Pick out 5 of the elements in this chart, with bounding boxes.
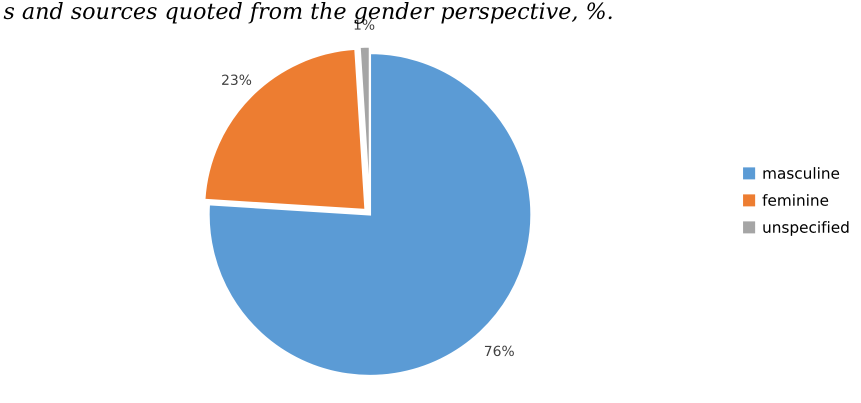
legend-label: feminine <box>762 194 828 206</box>
legend-label: masculine <box>763 167 840 179</box>
data-label: 23% <box>222 74 252 86</box>
data-label: 76% <box>484 346 514 356</box>
legend-label: unspecified <box>763 221 848 236</box>
